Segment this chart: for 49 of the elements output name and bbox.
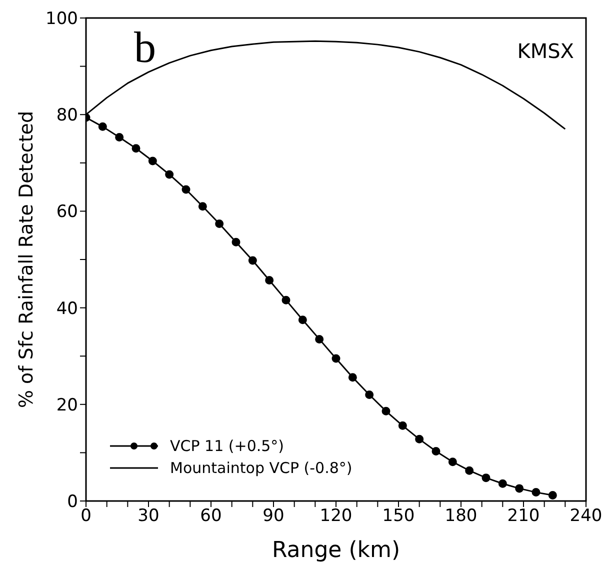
point [382,406,390,416]
y-tick-label: 100 [46,9,78,30]
x-axis-title: Range (km) [272,538,400,563]
point [98,122,107,131]
point [298,316,307,324]
point [548,490,557,500]
point [415,434,424,444]
point [315,334,324,344]
x-tick-label: 120 [320,506,352,526]
point [115,133,124,142]
point [432,447,440,456]
x-tick-label: 180 [444,506,478,526]
point [348,373,357,382]
point [232,238,240,246]
point [132,144,140,153]
x-tick-label: 210 [507,506,540,526]
y-tick-label: 20 [56,395,78,416]
legend-label: Mountaintop VCP (-0.8°) [170,459,352,477]
x-tick-label: 30 [138,506,160,526]
point [215,220,224,228]
x-tick-label: 0 [80,506,92,526]
point [148,156,157,166]
annotation: b [134,23,156,72]
point [265,276,274,285]
x-tick-label: 60 [200,506,222,526]
point [248,256,257,265]
x-tick-label: 150 [382,506,415,526]
point [365,390,374,399]
point [332,354,340,363]
y-tick-label: 60 [56,202,78,222]
point [465,466,474,475]
y-axis-title: % of Sfc Rainfall Rate Detected [16,110,38,408]
point [515,484,524,493]
point [182,185,190,194]
x-tick-label: 90 [262,506,284,526]
y-tick-label: 80 [56,106,78,126]
point [282,296,290,304]
point [165,170,174,179]
y-tick-label: 40 [56,298,78,319]
annotation: KMSX [517,39,574,63]
point [532,488,540,497]
point [482,474,490,482]
y-tick-label: 0 [67,492,78,512]
point [498,479,507,488]
point [448,458,457,466]
legend-label: VCP 11 (+0.5°) [170,437,284,455]
point [198,202,207,211]
x-tick-label: 240 [570,506,602,526]
point [398,421,407,430]
